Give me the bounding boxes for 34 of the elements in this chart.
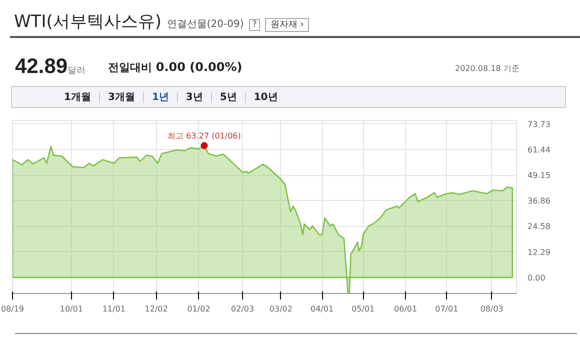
x-tick-label: 12/02: [144, 304, 168, 314]
x-tick-label: 11/01: [102, 304, 126, 314]
annotation: 최고 63.27 (01/06): [168, 132, 241, 141]
x-tick-label: 04/01: [310, 304, 334, 314]
x-tick-label: 10/01: [60, 304, 83, 314]
text: 0.00 (0.00%): [156, 60, 242, 74]
x-tick-label: 01/02: [187, 304, 210, 314]
text: 1년: [142, 92, 177, 103]
y-tick-label: 0.00: [528, 273, 546, 282]
text: 원자재 ›: [265, 18, 309, 32]
x-tick-label: 07/01: [435, 304, 458, 314]
chart-title: WTI(서부텍사스유): [14, 12, 162, 32]
text: 2020.08.18 기준: [455, 63, 520, 74]
x-tick-label: 08/19: [0, 304, 24, 314]
text: 전일대비: [108, 61, 152, 74]
y-tick-label: 36.86: [528, 196, 550, 206]
y-tick-label: 61.44: [528, 145, 550, 154]
text: 3년: [176, 92, 211, 103]
text: ?: [249, 19, 260, 31]
chart-subtitle: 연결선물(20-09): [166, 19, 244, 30]
x-tick-label: 03/02: [269, 304, 292, 314]
x-tick-label: 06/01: [394, 304, 418, 314]
y-tick-label: 49.15: [528, 171, 550, 180]
text: 1개월: [63, 92, 92, 103]
text: 5년: [210, 92, 245, 103]
x-tick-label: 02/03: [231, 304, 254, 314]
text: 10년: [244, 92, 286, 103]
x-tick-label: 05/01: [352, 304, 375, 314]
y-tick-label: 73.73: [528, 120, 550, 129]
text: 달러: [68, 65, 86, 75]
y-tick-label: 12.29: [528, 248, 550, 257]
y-tick-label: 24.58: [528, 222, 550, 232]
x-tick-label: 08/03: [480, 304, 504, 314]
text: 3개월: [98, 92, 143, 103]
